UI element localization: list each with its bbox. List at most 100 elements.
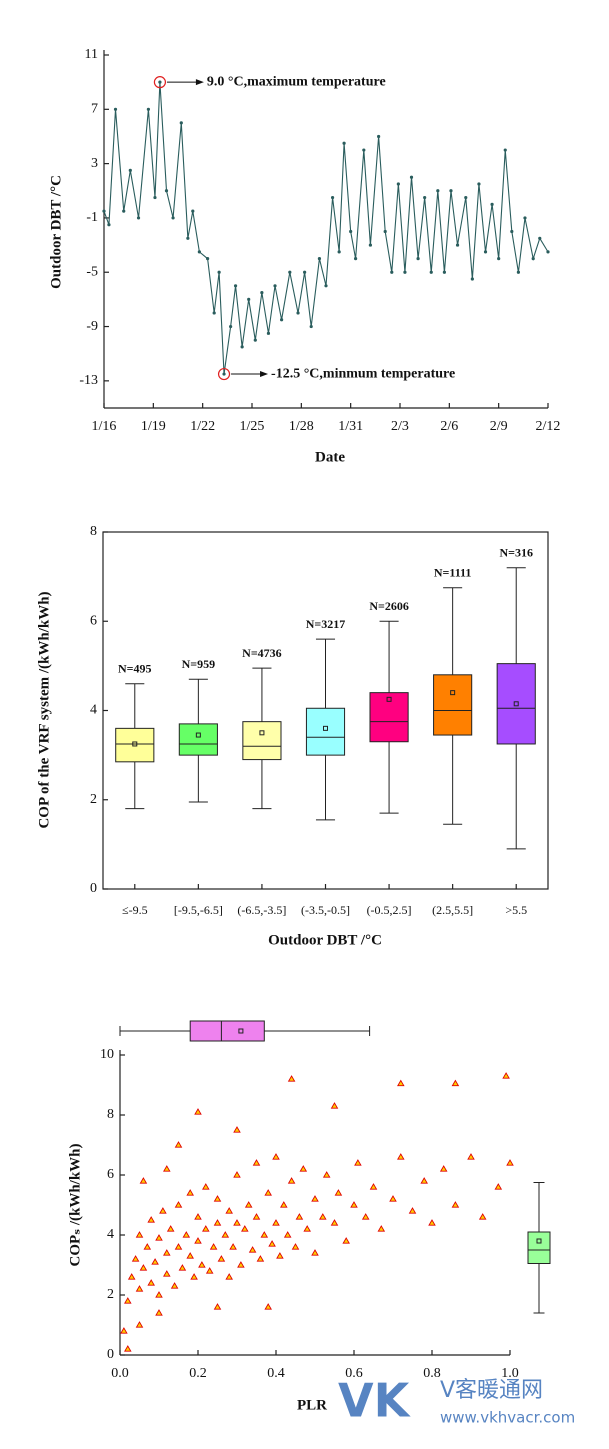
point xyxy=(151,1258,159,1265)
point xyxy=(233,1171,241,1178)
point xyxy=(354,1159,362,1166)
point xyxy=(330,1102,339,1109)
x-tick-label: >5.5 xyxy=(505,903,527,917)
point xyxy=(436,189,440,193)
point xyxy=(396,182,400,186)
mean xyxy=(386,696,392,702)
box xyxy=(527,1231,551,1264)
point xyxy=(295,1213,304,1220)
point xyxy=(337,250,341,254)
box xyxy=(496,663,536,745)
point xyxy=(174,1243,183,1250)
point xyxy=(477,182,481,186)
point xyxy=(143,1243,152,1250)
point xyxy=(260,290,264,295)
point xyxy=(330,1219,339,1226)
point xyxy=(506,1159,514,1166)
point xyxy=(206,257,210,261)
point xyxy=(179,121,183,125)
point xyxy=(107,223,111,227)
n-label: N=2606 xyxy=(369,599,409,613)
x-axis-label: Outdoor DBT /°C xyxy=(268,932,382,948)
point xyxy=(260,1231,269,1238)
point xyxy=(209,1243,218,1250)
y-tick-label: -9 xyxy=(86,319,98,334)
point xyxy=(163,1249,171,1256)
point xyxy=(451,1079,460,1087)
point xyxy=(166,1225,175,1232)
point xyxy=(212,311,216,315)
point xyxy=(311,1249,319,1256)
point xyxy=(252,1213,261,1220)
point xyxy=(164,189,169,193)
point xyxy=(237,1261,245,1268)
x-tick-label: 0.8 xyxy=(423,1366,441,1381)
point xyxy=(202,1183,210,1190)
x-tick-label: 2/12 xyxy=(536,419,561,434)
point xyxy=(523,216,527,220)
point xyxy=(311,1195,319,1202)
x-tick-label: 2/9 xyxy=(490,419,508,434)
point xyxy=(280,1201,288,1208)
point xyxy=(342,141,346,145)
y-tick-label: 6 xyxy=(107,1167,114,1182)
arrow-head xyxy=(260,371,269,378)
point xyxy=(503,148,507,152)
x-axis-label: Date xyxy=(315,449,345,465)
point xyxy=(155,1291,163,1298)
point xyxy=(369,1183,378,1190)
n-label: N=959 xyxy=(182,657,216,671)
point xyxy=(153,195,157,200)
point xyxy=(483,250,488,254)
x-tick-label: 1/16 xyxy=(92,419,117,434)
point xyxy=(330,195,335,200)
point xyxy=(122,209,126,213)
point xyxy=(174,1141,183,1148)
box xyxy=(242,721,282,761)
point xyxy=(442,270,446,274)
point xyxy=(252,1159,261,1166)
point xyxy=(217,1255,226,1262)
mean xyxy=(259,730,265,736)
x-tick-label: [-9.5,-6.5] xyxy=(174,903,223,917)
point xyxy=(136,216,141,220)
x-tick-label: 0.6 xyxy=(345,1366,363,1381)
point xyxy=(349,229,353,234)
point xyxy=(163,1270,171,1277)
point xyxy=(408,1207,417,1214)
point xyxy=(478,1213,487,1220)
y-tick-label: 11 xyxy=(85,47,98,62)
y-tick-label: 2 xyxy=(107,1287,114,1302)
point xyxy=(163,1165,171,1172)
point xyxy=(248,1246,257,1253)
point xyxy=(502,1072,510,1079)
point xyxy=(317,257,322,261)
n-label: N=316 xyxy=(499,545,533,559)
point xyxy=(170,1282,179,1289)
point xyxy=(186,1252,194,1259)
point xyxy=(280,318,284,322)
y-tick-label: 2 xyxy=(90,792,97,807)
point xyxy=(205,1267,214,1274)
watermark-name: V客暖通网 xyxy=(440,1378,543,1403)
point xyxy=(449,189,453,193)
y-axis-label: COP of the VRF system /(kWh/kWh) xyxy=(36,591,52,828)
point xyxy=(197,250,201,254)
point xyxy=(182,1231,191,1238)
y-tick-label: 3 xyxy=(91,156,98,171)
point xyxy=(272,1153,280,1160)
point xyxy=(213,1195,222,1202)
point xyxy=(159,1207,167,1214)
y-tick-label: 4 xyxy=(90,703,97,718)
x-tick-label: (2.5,5.5] xyxy=(432,903,473,917)
annotation: -12.5 °C,minmum temperature xyxy=(271,366,455,381)
x-tick-label: 1/19 xyxy=(141,419,166,434)
point xyxy=(147,1216,155,1223)
point xyxy=(120,1327,128,1334)
point xyxy=(420,1177,428,1184)
mean xyxy=(450,690,456,696)
n-label: N=3217 xyxy=(306,617,346,631)
point xyxy=(198,1261,206,1268)
n-label: N=4736 xyxy=(242,646,282,660)
mean xyxy=(238,1028,244,1034)
